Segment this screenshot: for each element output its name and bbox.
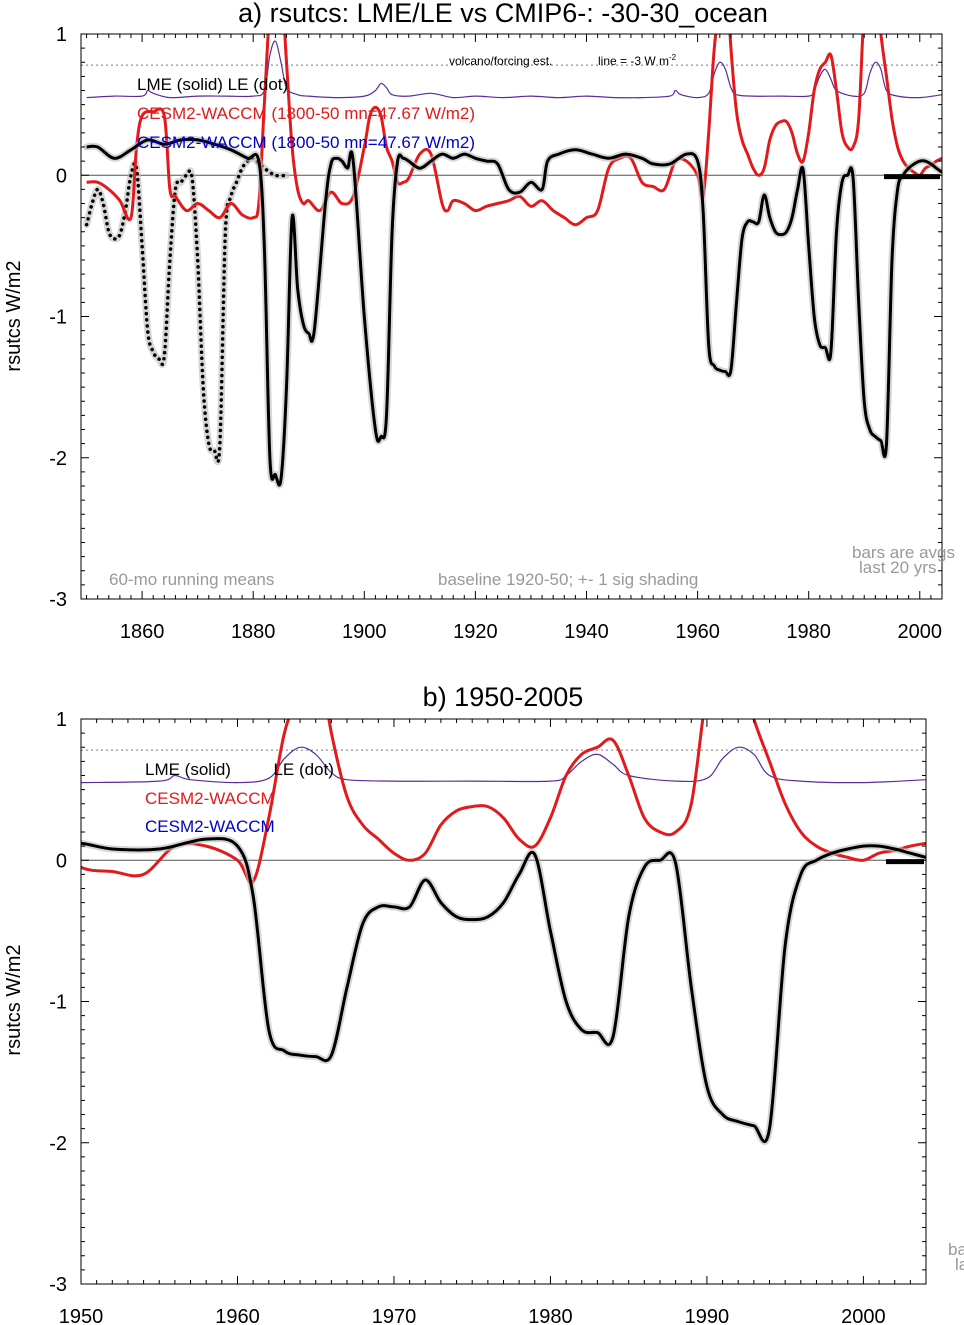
panel-a-y-label: rsutcs W/m2: [3, 260, 25, 371]
panel-b-legend-blue: CESM2-WACCM: [145, 817, 275, 836]
panel-a-series-le-dot-line: [84, 156, 289, 464]
panel-b-y-tick-label: 1: [56, 709, 67, 731]
panel-a-legend-blue: CESM2-WACCM (1800-50 mn=47.67 W/m2): [137, 133, 475, 152]
panel-b-y-tick-label: -2: [49, 1133, 67, 1155]
panel-a-legend-header: LME (solid) LE (dot): [137, 75, 288, 94]
panel-a-series-lme-solid-line: [86, 137, 942, 487]
panel-a-series: [81, 34, 942, 489]
panel-a-title: a) rsutcs: LME/LE vs CMIP6-: -30-30_ocea…: [238, 0, 768, 28]
panel-b-y-tick-label: 0: [56, 850, 67, 872]
panel-b-y-tick-label: -1: [49, 992, 67, 1014]
panel-a-x-tick-label: 1860: [120, 621, 165, 643]
panel-b-series-volcano-forcing-est-line: [81, 746, 926, 784]
panel-b-x-tick-label: 1980: [528, 1306, 573, 1325]
panel-b-bars-note-1: bars are avgs: [948, 1240, 964, 1259]
panel-a-y-tick-label: 0: [56, 165, 67, 187]
panel-a: a) rsutcs: LME/LE vs CMIP6-: -30-30_ocea…: [3, 0, 955, 643]
panel-a-y-tick-label: -2: [49, 448, 67, 470]
panel-a-x-tick-label: 1980: [786, 621, 831, 643]
panel-b-x-tick-label: 1950: [59, 1306, 104, 1325]
panel-b: b) 1950-2005 1 0 -1 -2 -3 1950 1960 1970 1980 199…: [3, 682, 964, 1325]
panel-a-y-tick-label: -3: [49, 589, 67, 611]
panel-a-line-note: line = -3 W m-2: [598, 53, 677, 68]
panel-a-axes: 1 0 -1 -2 -3 1860 1880 1900 1920 1940 1960 1980 2000: [49, 24, 943, 643]
panel-a-y-tick-label: -1: [49, 307, 67, 329]
panel-a-x-tick-label: 1960: [675, 621, 720, 643]
panel-a-bars-note-1: bars are avgs: [852, 543, 955, 562]
panel-b-x-tick-label: 1990: [685, 1306, 730, 1325]
panel-a-line-note-sup: -2: [669, 53, 677, 62]
panel-a-forcing-note: volcano/forcing est.: [449, 54, 552, 68]
panel-a-series-volcano-forcing-est-line: [86, 40, 942, 99]
panel-b-series-lme-solid-line: [81, 837, 926, 1144]
panel-a-x-tick-label: 1880: [231, 621, 276, 643]
panel-a-x-tick-label: 1940: [564, 621, 609, 643]
panel-b-x-tick-label: 2000: [841, 1306, 886, 1325]
panel-b-y-tick-label: -3: [49, 1274, 67, 1296]
panel-b-x-tick-label: 1960: [215, 1306, 260, 1325]
panel-b-axes: 1 0 -1 -2 -3 1950 1960 1970 1980 1990 2000: [49, 709, 927, 1325]
panel-b-x-tick-label: 1970: [372, 1306, 417, 1325]
panel-a-y-tick-label: 1: [56, 24, 67, 46]
panel-a-series-le-dot-shading: [83, 154, 290, 466]
panel-b-y-label: rsutcs W/m2: [3, 944, 25, 1055]
panel-a-x-tick-label: 1920: [453, 621, 498, 643]
panel-b-series-cesm2-waccm-1800-50-mn-47-67-w-m2-line: [81, 719, 926, 885]
panel-a-legend-red: CESM2-WACCM (1800-50 mn=47.67 W/m2): [137, 104, 475, 123]
panel-a-bars-note-2: last 20 yrs: [859, 558, 936, 577]
panel-b-title: b) 1950-2005: [423, 682, 584, 712]
panel-b-bars-note-2: last 20 yrs: [955, 1255, 964, 1274]
panel-a-running-note: 60-mo running means: [109, 570, 274, 589]
panel-b-series: [81, 719, 926, 1146]
panel-a-x-tick-label: 2000: [898, 621, 943, 643]
panel-a-x-tick-label: 1900: [342, 621, 387, 643]
panel-b-legend-header: LME (solid) LE (dot): [145, 760, 334, 779]
panel-a-baseline-note: baseline 1920-50; +- 1 sig shading: [438, 570, 698, 589]
panel-a-line-note-text: line = -3 W m: [598, 54, 669, 68]
panel-b-legend-red: CESM2-WACCM: [145, 789, 275, 808]
